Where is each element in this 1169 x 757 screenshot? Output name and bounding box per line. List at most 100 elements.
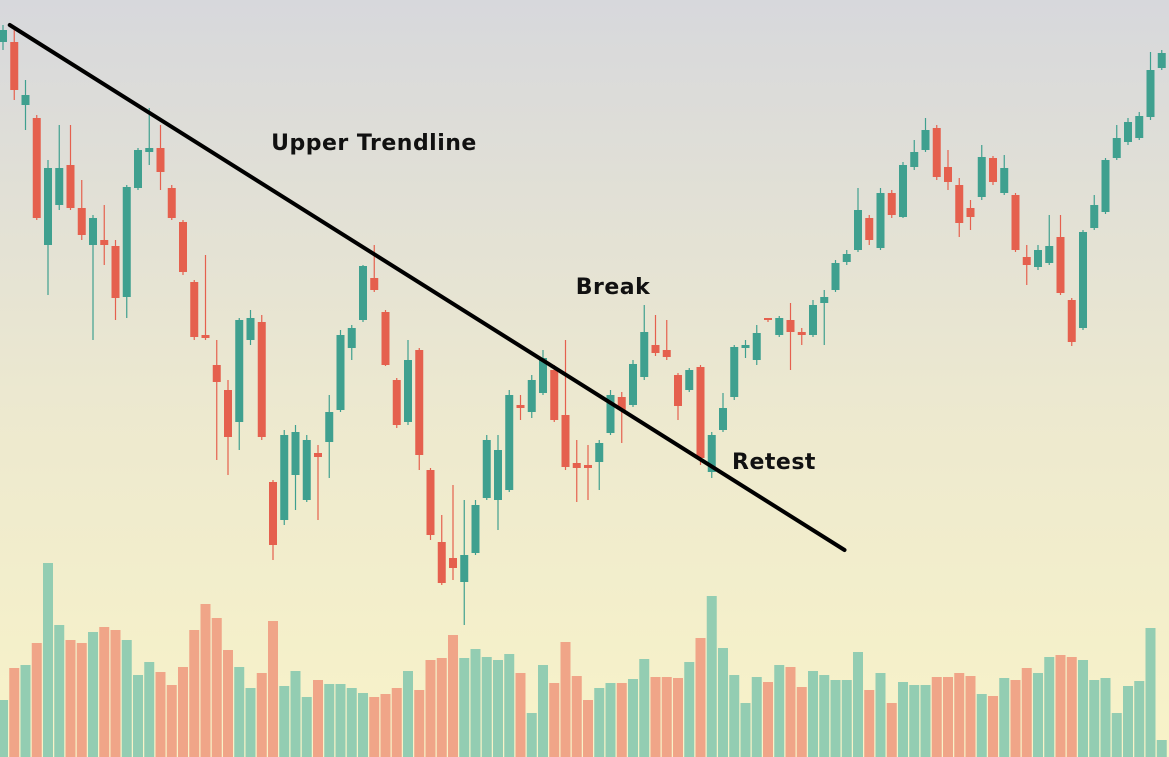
candle-body [212, 365, 221, 382]
candle-body [257, 322, 266, 437]
candle-body [786, 320, 795, 332]
candle-body [1146, 70, 1155, 117]
candle-body [1000, 168, 1009, 193]
volume-bar [200, 604, 211, 757]
candle-body [314, 453, 322, 457]
candle-body [662, 350, 671, 357]
candle-body [0, 30, 7, 42]
volume-bar [898, 682, 908, 757]
volume-bar [76, 643, 87, 757]
annotation: Retest [732, 450, 816, 475]
candle-body [246, 318, 255, 340]
volume-bar [99, 627, 110, 757]
volume-bar [346, 688, 357, 757]
candle-body [336, 335, 345, 410]
candle-body [617, 397, 626, 410]
volume-bar [594, 688, 605, 757]
volume-bar [830, 680, 841, 757]
volume-bar [54, 625, 65, 757]
candle-body [55, 168, 64, 205]
volume-bar [166, 685, 177, 757]
candle-body [1124, 122, 1132, 142]
candle-body [302, 440, 311, 500]
volume-bar [223, 650, 233, 757]
candle-body [910, 152, 919, 167]
volume-bar [178, 667, 188, 757]
volume-bar [538, 665, 548, 757]
volume-bar [740, 703, 751, 757]
volume-bar [549, 683, 560, 757]
candle-body [932, 128, 941, 177]
candle-body [449, 558, 457, 568]
candle-body [111, 246, 120, 298]
volume-bar [1145, 628, 1156, 757]
volume-bar [628, 679, 638, 757]
candle-body [1101, 160, 1110, 212]
candle-body [1157, 53, 1166, 68]
volume-bar [639, 659, 650, 757]
candle-body [629, 364, 637, 405]
candle-layer [0, 25, 1166, 625]
candle-body [561, 415, 570, 467]
volume-bar [999, 678, 1010, 757]
candle-body [482, 440, 491, 498]
volume-bar [875, 673, 886, 757]
annotation: Break [576, 275, 651, 300]
volume-bar [88, 632, 98, 757]
volume-bar [1010, 680, 1021, 757]
candle-body [505, 395, 514, 490]
volume-bar [436, 658, 447, 757]
candle-body [291, 432, 300, 475]
candle-body [1112, 138, 1121, 158]
volume-bar [673, 678, 683, 757]
volume-bar [909, 685, 920, 757]
candle-body [606, 395, 615, 433]
candle-body [370, 278, 379, 290]
candle-body [989, 158, 997, 182]
volume-bar [43, 563, 53, 757]
candle-body [134, 150, 142, 188]
candle-body [1067, 300, 1076, 342]
candle-body [201, 335, 210, 338]
volume-bar [1156, 740, 1167, 757]
candle-body [224, 390, 232, 437]
candle-body [437, 542, 446, 583]
volume-bar [234, 667, 245, 757]
annotation: Upper Trendline [271, 131, 477, 156]
volume-bar [785, 667, 796, 757]
candle-body [471, 505, 480, 553]
candle-body [21, 95, 30, 105]
volume-bar [796, 687, 807, 757]
volume-bar [1044, 657, 1055, 757]
volume-bar [1100, 678, 1111, 757]
volume-bar [943, 677, 953, 757]
volume-bar [290, 671, 301, 757]
candle-body [167, 188, 176, 218]
candle-body [325, 412, 334, 442]
volume-bar [459, 658, 470, 757]
candle-body [1034, 250, 1042, 267]
candle-body [775, 318, 784, 335]
candle-body [426, 470, 435, 535]
volume-bar [324, 684, 335, 757]
volume-bar [313, 680, 323, 757]
volume-bar [1033, 673, 1043, 757]
volume-bar [819, 675, 830, 757]
candle-body [831, 263, 840, 290]
candle-body [1011, 195, 1020, 250]
trendline [7, 23, 847, 552]
volume-bar [1123, 686, 1133, 757]
volume-bar [121, 640, 132, 757]
candle-body [977, 157, 986, 197]
volume-bar [650, 677, 661, 757]
candle-body [235, 320, 244, 422]
candle-body [44, 168, 52, 245]
volume-bar [976, 694, 987, 757]
candle-body [404, 360, 412, 422]
candle-body [494, 450, 502, 500]
volume-bar [853, 652, 863, 757]
candle-body [550, 370, 559, 420]
candle-body [741, 345, 750, 348]
volume-bar [448, 635, 458, 757]
